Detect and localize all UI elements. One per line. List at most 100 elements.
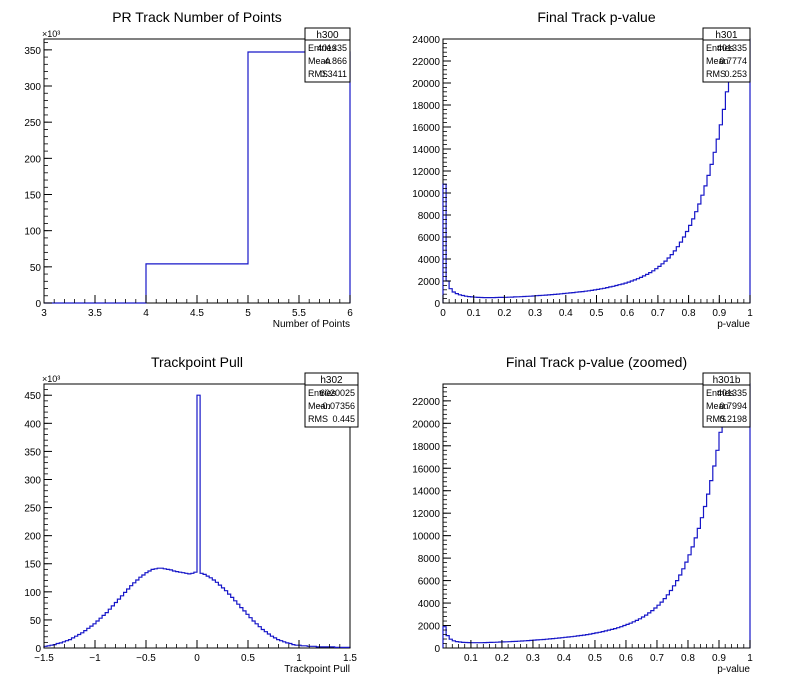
y-tick-label: 50 xyxy=(30,263,42,274)
stats-row-label: Entries xyxy=(308,388,337,398)
stats-row-value: 401335 xyxy=(317,43,347,53)
stats-box-name: h301 xyxy=(715,30,738,41)
x-axis-label: Number of Points xyxy=(273,319,350,330)
x-tick-label: 0.8 xyxy=(681,653,695,664)
x-tick-label: 6 xyxy=(347,308,353,319)
stats-row-label: Mean xyxy=(706,401,729,411)
x-tick-label: 0.1 xyxy=(467,308,481,319)
x-axis-label: p-value xyxy=(717,319,750,330)
x-tick-label: 0.4 xyxy=(557,653,571,664)
y-tick-label: 50 xyxy=(30,616,42,627)
x-tick-label: 4 xyxy=(143,308,149,319)
stats-row-value: 0.7994 xyxy=(719,401,747,411)
x-tick-label: 0.6 xyxy=(620,308,634,319)
x-tick-label: −0.5 xyxy=(136,653,156,664)
stats-row-value: 4.866 xyxy=(324,56,347,66)
y-tick-label: 12000 xyxy=(412,509,440,520)
x-tick-label: 0.4 xyxy=(559,308,573,319)
x-tick-label: −1 xyxy=(89,653,101,664)
histogram-series-line xyxy=(442,383,751,648)
x-tick-label: 0.3 xyxy=(528,308,542,319)
x-tick-label: 1 xyxy=(747,308,753,319)
x-tick-label: 5 xyxy=(245,308,251,319)
histogram-series-line xyxy=(43,394,351,649)
chart-title: Trackpoint Pull xyxy=(151,354,243,370)
y-tick-label: 18000 xyxy=(412,101,440,112)
histogram-pad-h302: Trackpoint Pull −1.5 −1 −0.5 0 0.5 1 1.5 0 50 100 1… xyxy=(24,354,359,675)
y-axis-exponent: ×10³ xyxy=(42,374,60,384)
x-tick-label: 0.2 xyxy=(495,653,509,664)
y-tick-label: 350 xyxy=(24,447,41,458)
x-tick-label: 0.3 xyxy=(526,653,540,664)
y-tick-label: 300 xyxy=(24,82,41,93)
y-tick-label: 300 xyxy=(24,475,41,486)
x-tick-label: 5.5 xyxy=(292,308,306,319)
y-tick-label: 350 xyxy=(24,46,41,57)
stats-row-label: Entries xyxy=(706,388,735,398)
stats-box-frame xyxy=(702,372,751,428)
x-tick-label: −1.5 xyxy=(34,653,54,664)
y-tick-label: 4000 xyxy=(418,255,441,266)
chart-title: Final Track p-value xyxy=(537,9,655,25)
histogram-pad-h301: Final Track p-value 0 0.1 0.2 0.3 0.4 0.5 0.6 0.… xyxy=(412,9,753,330)
stats-row-value: −0.07356 xyxy=(317,401,355,411)
histogram-series-line xyxy=(44,51,351,304)
stats-row-value: 401335 xyxy=(717,388,747,398)
y-tick-label: 400 xyxy=(24,419,41,430)
stats-row-label: Entries xyxy=(308,43,337,53)
histogram-series-line xyxy=(442,38,751,303)
y-tick-label: 8000 xyxy=(418,211,441,222)
stats-row-value: 0.2198 xyxy=(719,414,747,424)
y-tick-label: 10000 xyxy=(412,532,440,543)
chart-title: Final Track p-value (zoomed) xyxy=(506,354,687,370)
stats-row-label: Mean xyxy=(308,56,331,66)
stats-row-label: Mean xyxy=(308,401,331,411)
stats-box-name: h301b xyxy=(713,375,741,386)
y-tick-label: 150 xyxy=(24,560,41,571)
stats-box-frame xyxy=(304,27,351,83)
y-tick-label: 22000 xyxy=(412,397,440,408)
stats-row-label: RMS xyxy=(706,69,726,79)
y-tick-label: 24000 xyxy=(412,35,440,46)
stats-row-value: 0.445 xyxy=(332,414,355,424)
y-tick-label: 22000 xyxy=(412,57,440,68)
x-tick-label: 0.5 xyxy=(241,653,255,664)
y-tick-label: 6000 xyxy=(418,577,441,588)
stats-box-name: h300 xyxy=(316,30,339,41)
y-tick-label: 18000 xyxy=(412,442,440,453)
y-tick-label: 6000 xyxy=(418,233,441,244)
y-tick-label: 16000 xyxy=(412,123,440,134)
chart-title: PR Track Number of Points xyxy=(112,9,282,25)
y-tick-label: 8000 xyxy=(418,554,441,565)
stats-row-value: 6020025 xyxy=(320,388,355,398)
y-tick-label: 14000 xyxy=(412,145,440,156)
histogram-pad-h300: PR Track Number of Points 3 3.5 4 4.5 5 5.5 6 0 5… xyxy=(24,9,353,330)
y-tick-label: 250 xyxy=(24,504,41,515)
y-tick-label: 100 xyxy=(24,227,41,238)
x-tick-label: 0.9 xyxy=(712,308,726,319)
y-tick-label: 0 xyxy=(35,299,41,310)
x-tick-label: 1 xyxy=(747,653,753,664)
x-tick-label: 0 xyxy=(194,653,200,664)
y-tick-label: 250 xyxy=(24,118,41,129)
stats-box-frame xyxy=(702,27,751,83)
x-tick-label: 0.1 xyxy=(464,653,478,664)
y-tick-label: 200 xyxy=(24,532,41,543)
stats-row-label: RMS xyxy=(308,69,328,79)
x-tick-label: 4.5 xyxy=(190,308,204,319)
y-tick-label: 100 xyxy=(24,588,41,599)
y-tick-label: 12000 xyxy=(412,167,440,178)
x-tick-label: 0.7 xyxy=(651,308,665,319)
stats-box-name: h302 xyxy=(320,375,343,386)
histogram-pad-h301b: Final Track p-value (zoomed) 0.1 0.2 0.3 0.4… xyxy=(412,354,753,675)
x-tick-label: 3 xyxy=(41,308,47,319)
y-tick-label: 20000 xyxy=(412,79,440,90)
x-tick-label: 1 xyxy=(296,653,302,664)
y-tick-label: 0 xyxy=(434,299,440,310)
x-tick-label: 0.7 xyxy=(650,653,664,664)
stats-row-value: 0.7774 xyxy=(719,56,747,66)
x-tick-label: 0.8 xyxy=(682,308,696,319)
